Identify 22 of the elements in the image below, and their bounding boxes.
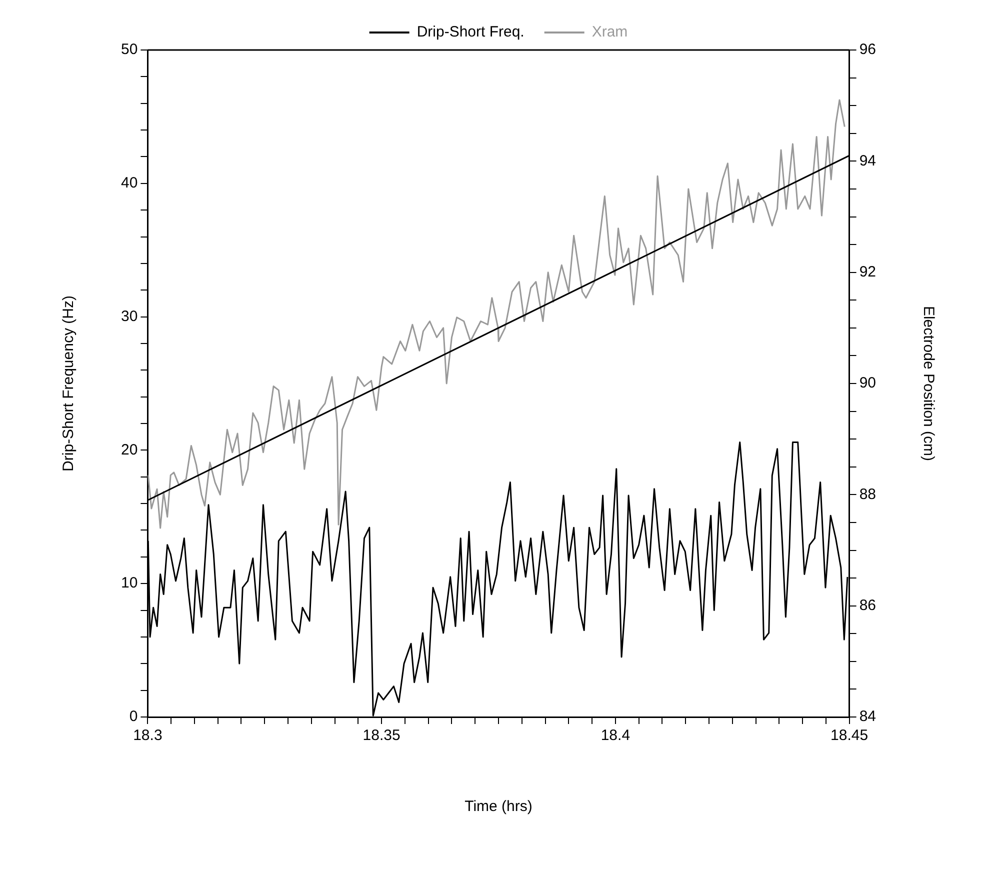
y2-tick-label: 94 <box>859 152 876 170</box>
legend-label: Drip-Short Freq. <box>416 24 524 41</box>
y-tick-label: 40 <box>120 174 138 192</box>
y2-tick-label: 86 <box>859 596 876 614</box>
x-tick-label: 18.3 <box>133 727 162 744</box>
y-tick-label: 10 <box>120 574 138 592</box>
legend-label: Xram <box>592 24 628 41</box>
y2-tick-label: 92 <box>859 263 876 280</box>
x-axis-title: Time (hrs) <box>464 798 532 816</box>
x-tick-label: 18.4 <box>600 727 630 744</box>
y2-tick-label: 88 <box>859 486 876 503</box>
y-tick-label: 30 <box>120 308 138 325</box>
y2-tick-label: 90 <box>859 374 876 392</box>
y2-tick-label: 96 <box>859 41 876 58</box>
y-tick-label: 20 <box>120 441 138 458</box>
y-axis-title: Drip-Short Frequency (Hz) <box>60 296 78 472</box>
x-tick-label: 18.35 <box>362 727 400 744</box>
y2-tick-label: 84 <box>859 708 876 726</box>
y-tick-label: 0 <box>129 708 138 726</box>
y2-axis-title: Electrode Position (cm) <box>920 306 937 462</box>
y-tick-label: 50 <box>120 41 138 58</box>
x-tick-label: 18.45 <box>830 727 868 744</box>
